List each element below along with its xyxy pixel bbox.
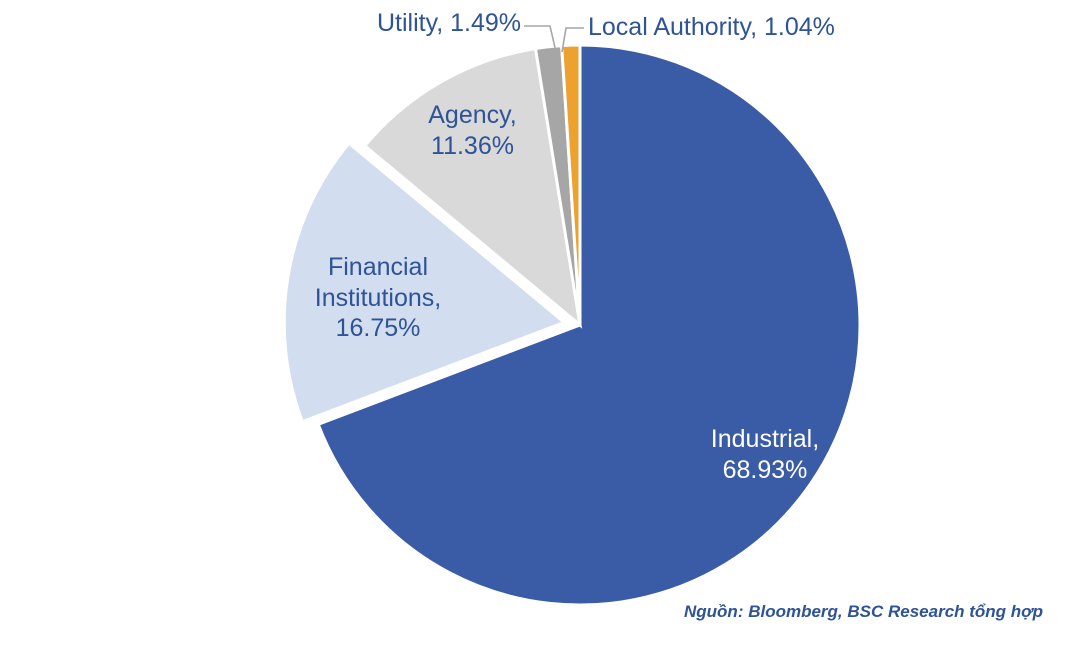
pie-slice-local-authority[interactable] — [560, 43, 582, 326]
pie-label-local-authority: Local Authority, 1.04% — [588, 13, 835, 41]
leader-line-utility — [524, 25, 557, 53]
leader-line-local-authority — [561, 27, 584, 53]
pie-slice-agency[interactable] — [362, 46, 583, 329]
pie-slice-financial-institutions[interactable] — [282, 141, 568, 424]
source-note: Nguồn: Bloomberg, BSC Research tổng hợp — [684, 602, 1043, 621]
pie-label-industrial: Industrial, 68.93% — [710, 425, 820, 484]
pie-label-agency: Agency, 11.36% — [428, 101, 517, 160]
pie-slices — [282, 43, 862, 607]
leader-lines — [524, 25, 584, 53]
pie-label-financial-institutions: Financial Institutions, 16.75% — [314, 253, 442, 342]
pie-slice-industrial[interactable] — [316, 43, 862, 607]
pie-label-utility: Utility, 1.49% — [377, 9, 522, 37]
